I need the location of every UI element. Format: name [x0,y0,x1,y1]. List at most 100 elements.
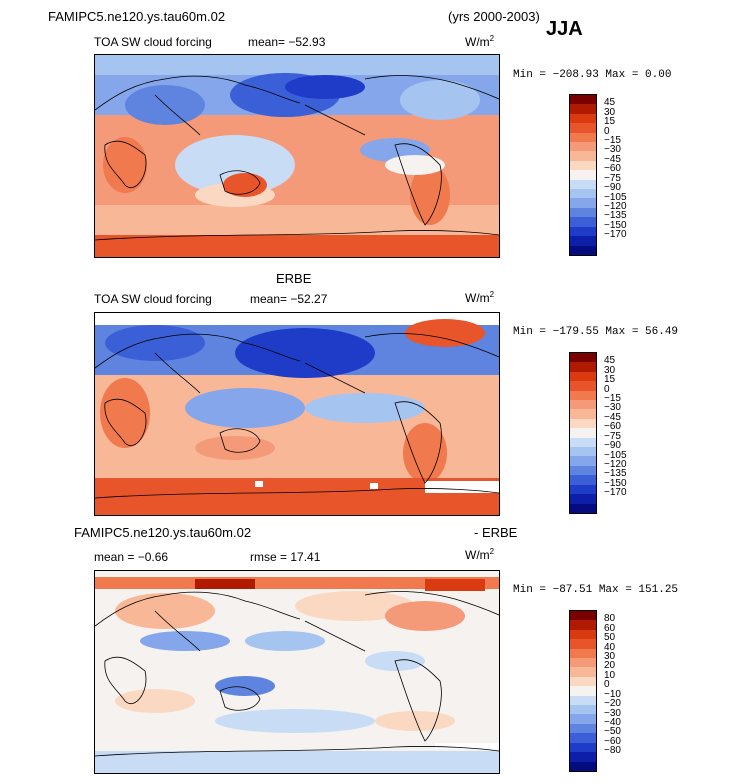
panel3-map-svg [95,571,499,773]
colorbar-level-label: −15 [604,393,621,405]
colorbar-level-label: −45 [604,153,621,165]
colorbar-level-label: −80 [604,745,621,757]
colorbar-level-label: −90 [604,182,621,194]
colorbar-level-label: −135 [604,210,627,222]
panel3-mean: mean = −0.66 [94,550,169,564]
colorbar-swatch [570,742,596,753]
panel1-units: W/m2 [465,34,495,49]
colorbar-swatch [570,494,596,504]
colorbar-level-label: −170 [604,487,627,499]
colorbar-swatch [570,132,596,143]
panel3-title-left: FAMIPC5.ne120.ys.tau60m.02 [74,525,252,540]
panel2-map-svg [95,313,499,515]
panel1-colorbar [569,94,597,256]
colorbar-swatch [570,629,596,640]
panel1-colorbar-labels: 45 30 15 0 −15 −30 −45 −60 −75 −90 −105 −120 −135 −15… [604,94,644,254]
colorbar-level-label: 30 [604,364,616,376]
colorbar-swatch [570,475,596,485]
colorbar-swatch [570,611,596,621]
colorbar-level-label: −75 [604,172,621,184]
colorbar-swatch [570,160,596,171]
colorbar-swatch [570,381,596,391]
colorbar-swatch [570,667,596,677]
colorbar-level-label: 10 [604,669,616,681]
colorbar-swatch [570,245,596,255]
panel2-map [94,312,500,516]
colorbar-level-label: 0 [604,125,610,137]
colorbar-level-label: 45 [604,97,616,109]
panel1-mean: mean= −52.93 [248,35,326,49]
panel2-mean: mean= −52.27 [250,292,328,306]
panel2-title: ERBE [276,271,312,286]
colorbar-swatch [570,705,596,715]
colorbar-level-label: 0 [604,679,610,691]
colorbar-level-label: −60 [604,163,621,175]
colorbar-level-label: −60 [604,735,621,747]
panel1-map-svg [95,55,499,257]
colorbar-swatch [570,465,596,476]
colorbar-level-label: −135 [604,468,627,480]
panel2-field-label: TOA SW cloud forcing [94,292,212,306]
colorbar-swatch [570,217,596,227]
colorbar-level-label: −105 [604,191,627,203]
colorbar-swatch [570,639,596,649]
panel1-field-label: TOA SW cloud forcing [94,35,212,49]
colorbar-swatch [570,353,596,363]
colorbar-swatch [570,207,596,218]
colorbar-level-label: 20 [604,660,616,672]
colorbar-level-label: 60 [604,622,616,634]
colorbar-swatch [570,437,596,448]
colorbar-swatch [570,400,596,410]
panel3-units: W/m2 [465,547,495,562]
colorbar-level-label: −120 [604,458,627,470]
panel3-colorbar-labels: 80 60 50 40 30 20 10 0 −10 −20 −30 −40 −50 −60 −80 [604,610,644,770]
colorbar-level-label: −75 [604,430,621,442]
colorbar-level-label: −40 [604,716,621,728]
season-label: JJA [546,18,583,40]
colorbar-swatch [570,447,596,457]
colorbar-level-label: −15 [604,135,621,147]
colorbar-swatch [570,170,596,180]
colorbar-swatch [570,418,596,429]
colorbar-level-label: −50 [604,726,621,738]
colorbar-swatch [570,390,596,401]
colorbar-swatch [570,123,596,133]
colorbar-level-label: −30 [604,707,621,719]
colorbar-swatch [570,179,596,190]
colorbar-swatch [570,226,596,237]
colorbar-swatch [570,620,596,630]
colorbar-level-label: −30 [604,402,621,414]
colorbar-level-label: −10 [604,688,621,700]
colorbar-swatch [570,104,596,114]
colorbar-level-label: −105 [604,449,627,461]
colorbar-swatch [570,189,596,199]
panel3-map [94,570,500,774]
colorbar-level-label: 50 [604,632,616,644]
colorbar-level-label: 0 [604,383,610,395]
colorbar-swatch [570,142,596,152]
colorbar-swatch [570,752,596,762]
colorbar-swatch [570,113,596,124]
colorbar-level-label: −90 [604,440,621,452]
colorbar-swatch [570,456,596,466]
colorbar-swatch [570,409,596,419]
colorbar-swatch [570,236,596,246]
colorbar-level-label: 45 [604,355,616,367]
panel3-minmax: Min = −87.51 Max = 151.25 [513,584,679,596]
colorbar-swatch [570,95,596,105]
colorbar-swatch [570,428,596,438]
colorbar-swatch [570,723,596,734]
colorbar-level-label: 30 [604,651,616,663]
colorbar-swatch [570,658,596,668]
colorbar-swatch [570,695,596,706]
colorbar-level-label: −150 [604,477,627,489]
colorbar-level-label: −120 [604,200,627,212]
colorbar-level-label: −60 [604,421,621,433]
colorbar-swatch [570,714,596,724]
colorbar-level-label: 40 [604,641,616,653]
panel3-title-right: - ERBE [474,525,518,540]
colorbar-swatch [570,648,596,659]
colorbar-swatch [570,151,596,161]
colorbar-level-label: 15 [604,116,616,128]
colorbar-swatch [570,362,596,372]
